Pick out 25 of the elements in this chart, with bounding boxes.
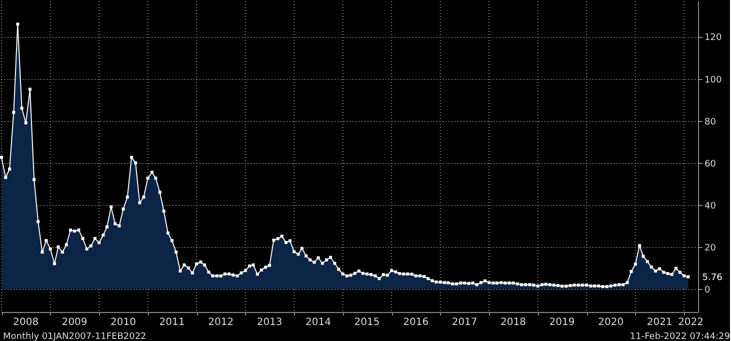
x-tick-label: 2018	[500, 317, 526, 328]
y-tick-label: 120	[704, 33, 722, 44]
x-tick-label: 2009	[62, 317, 88, 328]
x-tick-label: 2015	[354, 317, 380, 328]
y-tick-label: 0	[704, 285, 710, 296]
annotation: 5.76	[702, 272, 723, 283]
x-tick-label: 2011	[159, 317, 185, 328]
x-tick-label: 2022	[678, 317, 704, 328]
text: 11-Feb-2022 07:44:29	[630, 332, 730, 341]
y-tick-label: 80	[704, 117, 716, 128]
x-tick-label: 2013	[256, 317, 282, 328]
text: Monthly 01JAN2007-11FEB2022	[3, 332, 146, 341]
x-tick-label: 2010	[110, 317, 136, 328]
x-tick-label: 2008	[13, 317, 39, 328]
x-tick-label: 2014	[306, 317, 331, 328]
y-tick-label: 40	[704, 201, 716, 212]
x-tick-label: 2012	[208, 317, 234, 328]
y-tick-label: 100	[704, 75, 722, 86]
x-tick-label: 2020	[598, 317, 624, 328]
y-tick-label: 60	[704, 159, 716, 170]
x-tick-label: 2017	[452, 317, 478, 328]
x-tick-label: 2019	[549, 317, 575, 328]
x-tick-label: 2016	[403, 317, 429, 328]
x-tick-label: 2021	[646, 317, 672, 328]
y-tick-label: 20	[704, 243, 716, 254]
